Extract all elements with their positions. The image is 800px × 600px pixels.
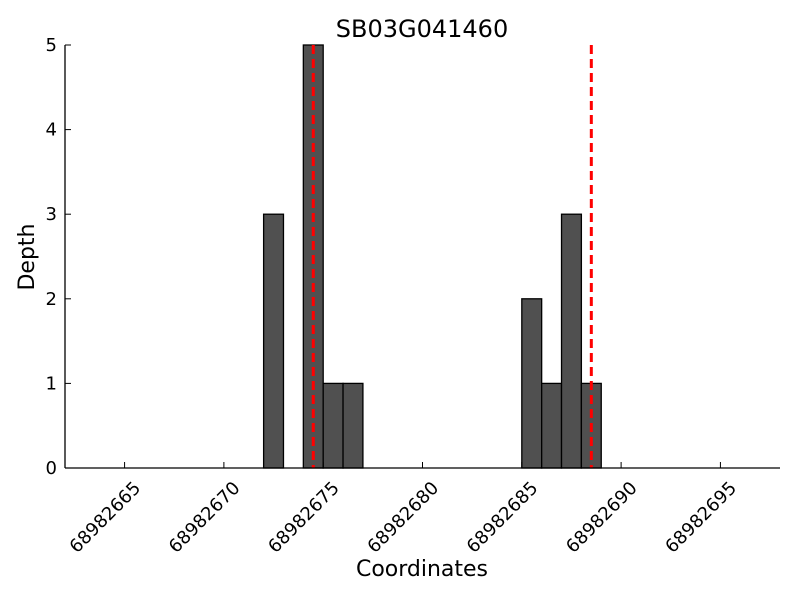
- depth-bar-3: [342, 382, 364, 469]
- chart-title: SB03G041460: [336, 15, 508, 43]
- depth-bar-2: [322, 382, 344, 469]
- x-axis-label: Coordinates: [356, 557, 488, 582]
- bars-group: [262, 44, 602, 469]
- y-ticks-group: 0 1 2 3 4 5: [46, 35, 71, 479]
- x-tick-label-0: 68982665: [66, 478, 146, 558]
- y-axis-label: Depth: [15, 223, 40, 290]
- marker-lines-group: [311, 45, 593, 468]
- depth-bar-6: [560, 213, 583, 469]
- depth-bar-5: [541, 382, 563, 469]
- x-tick-label-2: 68982675: [264, 478, 344, 558]
- y-tick-label-0: 0: [46, 458, 57, 479]
- y-tick-label-1: 1: [46, 373, 57, 394]
- x-tick-label-3: 68982680: [363, 478, 443, 558]
- x-tick-label-6: 68982695: [661, 478, 741, 558]
- x-tick-label-1: 68982670: [165, 478, 245, 558]
- y-tick-label-4: 4: [46, 120, 57, 141]
- y-tick-label-2: 2: [46, 289, 57, 310]
- x-tick-label-5: 68982690: [562, 478, 642, 558]
- x-ticks-group: 68982665 68982670 68982675 68982680 68982685…: [66, 462, 741, 557]
- y-tick-label-5: 5: [46, 35, 57, 56]
- depth-bar-4: [521, 298, 543, 469]
- depth-bar-0: [262, 213, 285, 469]
- axes-group: [64, 45, 780, 469]
- x-tick-label-4: 68982685: [463, 478, 543, 558]
- y-tick-label-3: 3: [46, 204, 57, 225]
